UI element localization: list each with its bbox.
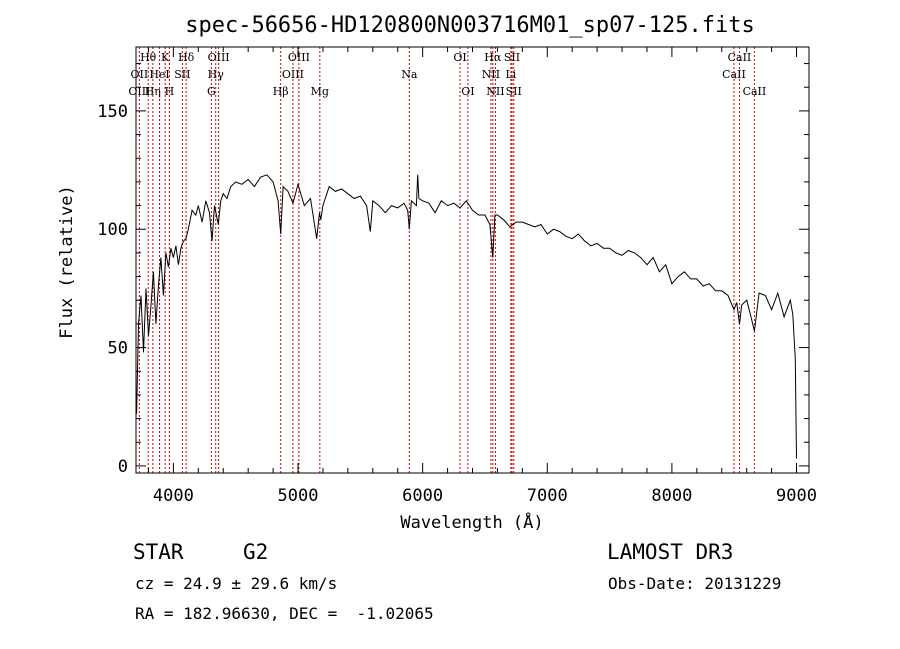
spectral-line-label: Mg — [311, 85, 329, 98]
spectral-line-labels: Hθ OII OIII K HeI Hη SII H Hδ OIII Hγ G OIII OIII Hβ Mg… — [128, 51, 766, 98]
spectral-line-label: OIII — [208, 51, 230, 64]
x-tick-label: 8000 — [651, 486, 692, 506]
y-axis-ticks: 0 50 100 150 — [97, 63, 809, 477]
spectral-line-label: Hδ — [178, 51, 195, 64]
spectral-line-label: CaII — [728, 51, 752, 64]
spectral-line-label: K — [161, 51, 170, 64]
spectral-line-label: SII — [174, 68, 190, 81]
spectral-line-label: Hγ — [208, 68, 225, 81]
x-tick-label: 5000 — [278, 486, 319, 506]
y-tick-label: 50 — [108, 339, 128, 359]
spectral-line-label: CaII — [743, 85, 767, 98]
chart-title: spec-56656-HD120800N003716M01_sp07-125.f… — [185, 13, 755, 38]
x-tick-label: 6000 — [402, 486, 443, 506]
observation-date: Obs-Date: 20131229 — [608, 574, 782, 593]
ra-dec-coordinates: RA = 182.96630, DEC = -1.02065 — [135, 604, 434, 623]
x-tick-label: 7000 — [527, 486, 568, 506]
spectral-line-label: HeI — [149, 68, 169, 81]
spectral-line-label: SII — [506, 85, 522, 98]
spectral-line-label: OIII — [282, 68, 304, 81]
y-axis-label: Flux (relative) — [57, 185, 77, 339]
object-subclass: G2 — [243, 540, 269, 564]
x-tick-label: 9000 — [776, 486, 817, 506]
x-axis-ticks: 4000 5000 6000 7000 8000 9000 — [147, 47, 817, 506]
spectral-line-label: NII — [482, 68, 500, 81]
spectral-line-label: OII — [131, 68, 149, 81]
spectral-line-markers — [138, 47, 755, 473]
y-tick-label: 150 — [97, 102, 128, 122]
x-axis-label: Wavelength (Å) — [400, 511, 543, 533]
spectral-line-label: Hη — [145, 85, 161, 98]
spectral-line-label: OIII — [128, 85, 150, 98]
spectral-line-label: OI — [453, 51, 466, 64]
plot-frame — [135, 46, 810, 474]
spectral-line-label: Hβ — [273, 85, 289, 98]
spectral-line-label: H — [165, 85, 175, 98]
spectral-line-label: Hθ — [140, 51, 157, 64]
spectral-line-label: Hα — [484, 51, 502, 64]
spectral-line-label: OIII — [288, 51, 310, 64]
spectral-line-label: CaII — [722, 68, 746, 81]
spectral-line-label: G — [207, 85, 216, 98]
spectral-line-label: OI — [461, 85, 474, 98]
spectrum-line — [136, 174, 797, 459]
x-tick-label: 4000 — [153, 486, 194, 506]
spectral-line-label: Li — [505, 68, 516, 81]
redshift-velocity: cz = 24.9 ± 29.6 km/s — [135, 574, 338, 593]
y-tick-label: 0 — [118, 457, 128, 477]
spectral-line-label: NII — [486, 85, 504, 98]
spectral-line-label: Na — [401, 68, 418, 81]
survey-name: LAMOST DR3 — [607, 540, 734, 564]
spectral-line-label: SII — [504, 51, 520, 64]
object-class: STAR — [133, 540, 184, 564]
y-tick-label: 100 — [97, 220, 128, 240]
